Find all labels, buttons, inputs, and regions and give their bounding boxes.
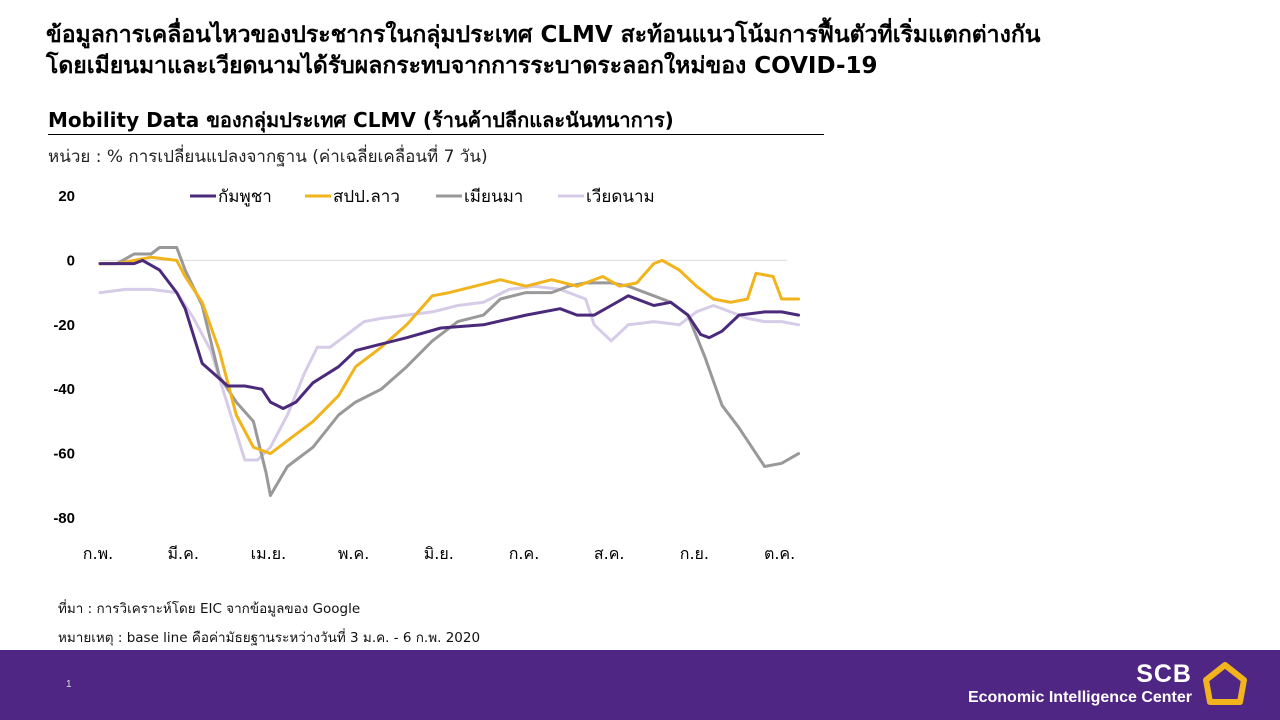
page-number: 1 [66,679,72,690]
x-tick-label: มี.ค. [167,544,198,563]
chart-legend: กัมพูชา สปป.ลาว เมียนมา เวียดนาม [190,187,655,207]
legend-label: สปป.ลาว [333,187,400,207]
chart-lines [98,246,801,497]
brand-block: SCB Economic Intelligence Center [968,660,1192,708]
headline-line-1: ข้อมูลการเคลื่อนไหวของประชากรในกลุ่มประเ… [46,22,1041,48]
x-tick-label: ก.ค. [509,544,540,563]
remark-note: หมายเหตุ : base line คือค่ามัธยฐานระหว่า… [58,630,481,646]
mobility-line-chart: 200-20-40-60-80 ก.พ. มี.ค. เม.ย. พ.ค. มิ.ย. ก… [53,187,801,563]
x-tick-label: ต.ค. [764,544,795,563]
x-tick-label: มิ.ย. [424,544,454,563]
headline: ข้อมูลการเคลื่อนไหวของประชากรในกลุ่มประเ… [46,20,1246,82]
x-tick-label: ส.ค. [594,544,625,563]
series-line-0 [98,258,801,410]
brand-unit: Economic Intelligence Center [967,689,1192,706]
x-tick-label: ก.พ. [83,544,113,563]
chart-y-axis-labels: 20 0 -20 -40 -60 -80 [53,188,75,527]
x-tick-label: พ.ค. [338,544,369,563]
legend-label: กัมพูชา [218,187,272,207]
y-tick-label: 20 [58,188,75,205]
series-line-3 [98,284,801,462]
scb-logo-icon [1203,662,1247,705]
brand-name: SCB [1136,660,1192,688]
series-line-1 [98,255,801,456]
x-tick-label: ก.ย. [680,544,709,563]
y-tick-label: -20 [53,317,75,334]
footer-bar: 1 SCB Economic Intelligence Center [0,650,1280,720]
source-note: ที่มา : การวิเคราะห์โดย EIC จากข้อมูลของ… [58,601,361,617]
x-tick-label: เม.ย. [251,544,287,563]
y-tick-label: -80 [53,510,75,527]
chart-unit: หน่วย : % การเปลี่ยนแปลงจากฐาน (ค่าเฉลี่… [48,147,488,167]
legend-label: เวียดนาม [586,187,655,207]
legend-label: เมียนมา [464,187,523,207]
headline-line-2: โดยเมียนมาและเวียดนามได้รับผลกระทบจากการ… [46,53,878,79]
chart-x-axis-labels: ก.พ. มี.ค. เม.ย. พ.ค. มิ.ย. ก.ค. ส.ค. ก.ย. ต.ค. [83,544,795,563]
chart-title: Mobility Data ของกลุ่มประเทศ CLMV (ร้านค… [48,106,824,135]
y-tick-label: -60 [53,446,75,463]
y-tick-label: -40 [53,381,75,398]
y-tick-label: 0 [67,252,75,269]
